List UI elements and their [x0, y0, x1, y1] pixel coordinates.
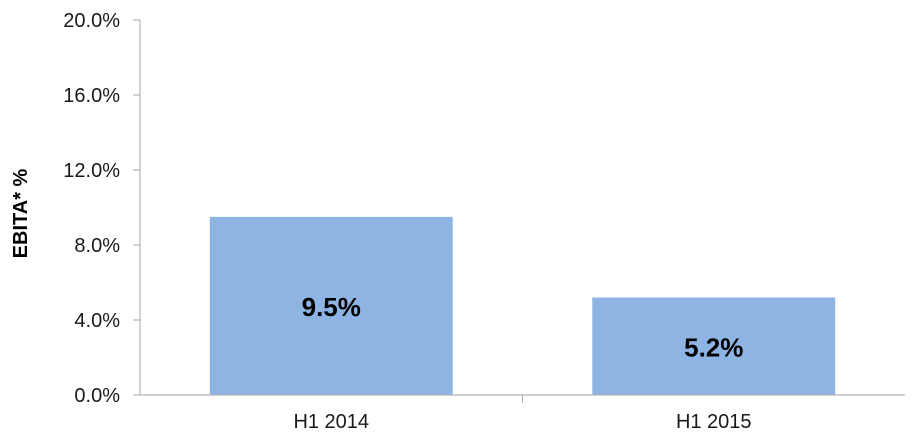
y-axis-label-group: EBITA* % [10, 168, 32, 258]
x-axis-ticks: H1 2014 H1 2015 [293, 395, 752, 433]
x-tick-label: H1 2014 [293, 411, 369, 433]
y-tick-label: 4.0% [74, 310, 120, 332]
y-axis-label: EBITA* % [10, 168, 32, 258]
y-tick-label: 0.0% [74, 385, 120, 407]
y-tick-label: 16.0% [63, 85, 120, 107]
y-axis-ticks: 0.0% 4.0% 8.0% 12.0% 16.0% 20.0% [63, 10, 140, 407]
bar-h1-2014 [209, 216, 453, 395]
data-label: 9.5% [302, 292, 361, 322]
y-tick-label: 20.0% [63, 10, 120, 32]
y-tick-label: 12.0% [63, 160, 120, 182]
data-label: 5.2% [684, 332, 743, 362]
bars: 9.5% 5.2% [209, 216, 836, 395]
bar-h1-2015 [592, 297, 836, 395]
y-tick-label: 8.0% [74, 235, 120, 257]
x-tick-label: H1 2015 [676, 411, 752, 433]
